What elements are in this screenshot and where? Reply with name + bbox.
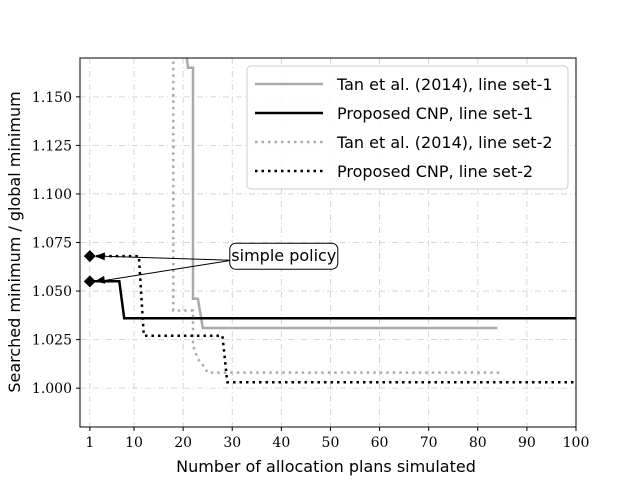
x-tick-label: 90 bbox=[518, 435, 536, 451]
legend-box bbox=[246, 65, 569, 190]
y-tick-label: 1.075 bbox=[32, 236, 72, 252]
ticks-layer: 1 10 20 30 40 50 60 70 80 90 100 1.000 1.025 1.050 1.0… bbox=[32, 90, 589, 451]
series-line-3 bbox=[172, 58, 503, 374]
annotation-layer: simple policy bbox=[94, 242, 339, 284]
marker-layer bbox=[83, 250, 96, 288]
series-line-1 bbox=[185, 58, 498, 330]
legend-label-2: Proposed CNP, line set-1 bbox=[337, 104, 533, 123]
x-tick-label: 1 bbox=[85, 435, 94, 451]
series-line-4 bbox=[89, 254, 576, 384]
annotation-arrow-line bbox=[98, 255, 232, 261]
legend: Tan et al. (2014), line set-1 Proposed CN… bbox=[246, 65, 569, 190]
y-axis-label: Searched minimum / global minimum bbox=[5, 91, 24, 392]
y-tick-label: 1.025 bbox=[32, 333, 72, 349]
x-tick-label: 10 bbox=[125, 435, 143, 451]
x-tick-label: 60 bbox=[371, 435, 389, 451]
annotation-label: simple policy bbox=[231, 246, 336, 265]
x-tick-label: 40 bbox=[272, 435, 290, 451]
x-tick-label: 20 bbox=[174, 435, 192, 451]
diamond-marker bbox=[83, 275, 96, 288]
legend-label-3: Tan et al. (2014), line set-2 bbox=[336, 133, 553, 152]
x-tick-label: 80 bbox=[469, 435, 487, 451]
x-axis-label: Number of allocation plans simulated bbox=[176, 457, 476, 476]
y-tick-label: 1.150 bbox=[32, 90, 72, 106]
x-tick-label: 70 bbox=[420, 435, 438, 451]
legend-label-1: Tan et al. (2014), line set-1 bbox=[336, 75, 553, 94]
y-tick-label: 1.100 bbox=[32, 187, 72, 203]
y-tick-label: 1.050 bbox=[32, 284, 72, 300]
y-tick-label: 1.125 bbox=[32, 138, 72, 154]
x-tick-label: 30 bbox=[223, 435, 241, 451]
diamond-marker bbox=[83, 250, 96, 263]
y-tick-label: 1.000 bbox=[32, 381, 72, 397]
annotation-arrow-head bbox=[94, 252, 105, 261]
annotation-arrow-head bbox=[94, 275, 106, 284]
annotation-box bbox=[229, 242, 339, 270]
annotation-arrow-line bbox=[98, 259, 232, 282]
x-tick-label: 100 bbox=[563, 435, 590, 451]
legend-label-4: Proposed CNP, line set-2 bbox=[337, 162, 533, 181]
x-tick-label: 50 bbox=[322, 435, 340, 451]
